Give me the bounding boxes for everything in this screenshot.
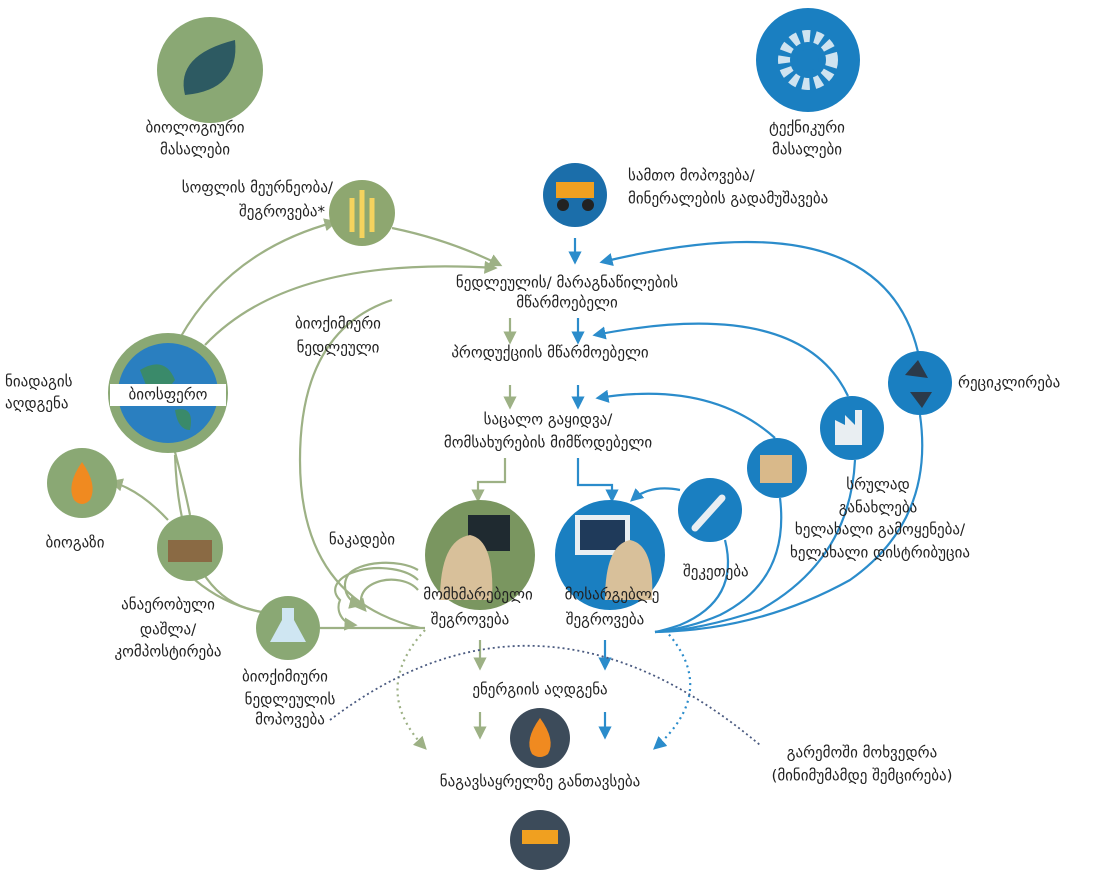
label: გარემოში მოხვედრა — [787, 744, 937, 762]
label: ნაგავსაყრელზე განთავსება — [440, 773, 640, 791]
label: ნაკადები — [329, 531, 395, 549]
label: შეგროვება* — [239, 203, 326, 221]
label: (მინიმუმამდე შემცირება) — [771, 767, 952, 785]
diagram: ბიოლოგიური მასალები ტექნიკური მასალები ს… — [0, 0, 1100, 871]
label: განახლება — [839, 499, 918, 517]
label: შეგროვება — [431, 611, 510, 629]
label: მასალები — [772, 141, 842, 159]
label: ენერგიის აღდგენა — [472, 681, 607, 699]
label: ბიოლოგიური — [145, 119, 244, 137]
label: აღდგენა — [5, 395, 68, 413]
label: ნედლეულის — [245, 691, 336, 709]
label: მოპოვება — [255, 711, 325, 729]
label: სამთო მოპოვება/ — [628, 167, 756, 185]
label: დაშლა/ — [140, 621, 197, 639]
label: ბიოქიმიური — [242, 668, 328, 686]
label: სოფლის მეურნეობა/ — [182, 179, 334, 197]
label: ბიოსფერო — [129, 386, 208, 404]
label: რეციკლირება — [958, 374, 1060, 392]
label: ნედლეულის/ მარაგნაწილების — [456, 274, 678, 292]
label: ბიოქიმიური — [295, 315, 381, 333]
label: ტექნიკური — [769, 119, 845, 137]
label: მომხმარებელი — [423, 586, 533, 604]
label: ნედლეული — [297, 339, 380, 357]
label: კომპოსტირება — [114, 643, 221, 661]
labels: ბიოლოგიური მასალები ტექნიკური მასალები ს… — [5, 119, 1060, 791]
label: მომსახურების მიმწოდებელი — [444, 434, 653, 452]
label: ნიადაგის — [5, 373, 73, 391]
label: ბიოგაზი — [46, 534, 105, 552]
label: ანაერობული — [121, 596, 215, 614]
label: მასალები — [160, 141, 230, 159]
label: შეკეთება — [683, 563, 749, 581]
label: მოსარგებლე — [565, 586, 660, 604]
label: ხელახალი გამოყენება/ — [795, 521, 966, 539]
label: შეგროვება — [566, 611, 645, 629]
label: საცალო გაყიდვა/ — [484, 411, 614, 429]
label: ხელახალი დისტრიბუცია — [790, 544, 970, 562]
label: მინერალების გადამუშავება — [628, 190, 828, 208]
label: სრულად — [846, 476, 909, 494]
label: მწარმოებელი — [516, 294, 618, 312]
label: პროდუქციის მწარმოებელი — [451, 344, 649, 362]
